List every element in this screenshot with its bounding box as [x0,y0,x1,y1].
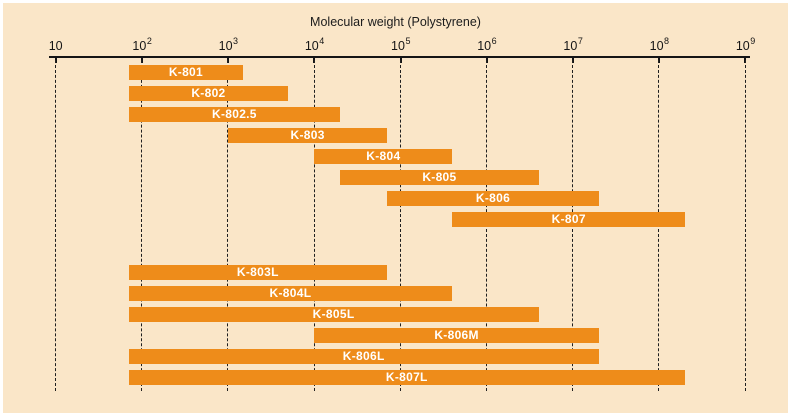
range-bar-k-804: K-804 [314,149,453,164]
column-label: K-806 [475,191,511,205]
column-label: K-803L [236,265,279,279]
gridline-10e4 [313,60,315,391]
axis-tick-label-10e6: 106 [477,35,497,53]
column-label: K-805 [422,170,457,184]
range-bar-k-803l: K-803L [128,265,388,280]
axis-tick-exponent: 6 [491,35,497,46]
range-bar-k-807: K-807 [452,212,686,227]
chart-panel: Molecular weight (Polystyrene) 10 102 103 1… [3,3,788,413]
axis-tick-exponent: 8 [664,35,670,46]
column-label: K-806L [342,349,385,363]
column-label: K-802.5 [211,107,257,121]
axis-tick-exponent: 7 [577,35,583,46]
axis-tick-exponent: 4 [319,35,325,46]
x-axis-line [49,56,750,58]
chart-title: Molecular weight (Polystyrene) [310,15,481,29]
gridline-10e1 [54,60,56,391]
axis-tick-exponent: 5 [405,35,411,46]
gridline-10e3 [227,60,229,391]
column-label: K-806M [434,328,479,342]
range-bar-k-806: K-806 [387,191,599,206]
range-bar-k-806l: K-806L [128,349,599,364]
gridline-10e9 [744,60,746,391]
range-bar-k-802: K-802 [128,86,289,101]
column-label: K-802 [191,86,226,100]
column-label: K-807L [385,370,428,384]
range-bar-k-803: K-803 [228,128,388,143]
axis-tick-label-10e2: 102 [132,35,152,53]
column-label: K-803 [290,128,325,142]
range-bar-k-801: K-801 [128,65,244,80]
range-bar-k-805l: K-805L [128,307,539,322]
gridline-10e2 [141,60,143,391]
axis-tick-label-10e5: 105 [391,35,411,53]
axis-tick-exponent: 3 [233,35,239,46]
range-bar-k-807l: K-807L [128,370,686,385]
axis-tick-label-10e7: 107 [563,35,583,53]
column-label: K-801 [168,65,203,79]
range-bar-k-804l: K-804L [128,286,453,301]
axis-tick-label-10e4: 104 [304,35,325,53]
column-label: K-805L [312,307,355,321]
gridline-10e5 [399,60,401,391]
axis-tick-label-10e8: 108 [649,35,670,53]
axis-tick-label-10e1: 10 [48,39,63,53]
axis-tick-exponent: 2 [146,35,152,46]
axis-tick-label-10e3: 103 [218,35,239,53]
range-bar-k-806m: K-806M [314,328,599,343]
range-bar-k-805: K-805 [340,170,539,185]
axis-tick-label-10e9: 109 [735,35,756,53]
column-label: K-807 [551,212,586,226]
range-bar-k-802-5: K-802.5 [128,107,341,122]
column-label: K-804 [366,149,401,163]
axis-tick-exponent: 9 [750,35,756,46]
column-label: K-804L [269,286,312,300]
